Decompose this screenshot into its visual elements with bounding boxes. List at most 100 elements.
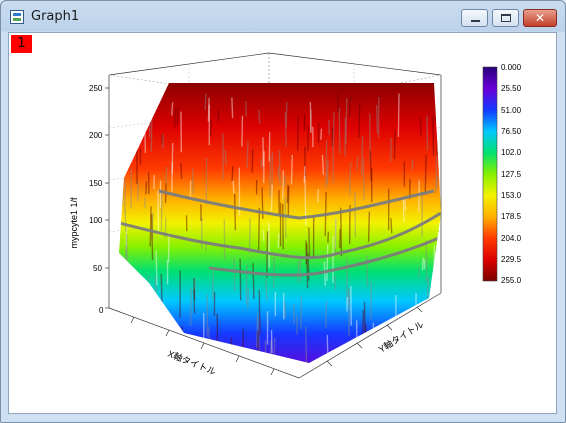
minimize-button[interactable] — [461, 9, 488, 27]
graph-window-icon[interactable] — [10, 10, 24, 24]
surface-texture-line — [356, 156, 359, 171]
surface-texture-line — [372, 322, 375, 337]
surface-plot[interactable] — [109, 73, 449, 384]
colorbar-tick-label: 0.000 — [501, 63, 522, 72]
y-axis-title[interactable]: Y軸タイトル — [376, 318, 425, 354]
surface-texture-line — [204, 93, 207, 110]
surface-texture-line — [257, 208, 261, 253]
surface-texture-line — [246, 141, 249, 168]
surface-texture-line — [149, 206, 152, 247]
surface-texture-line — [231, 166, 234, 182]
x-axis — [130, 316, 275, 376]
surface-texture-line — [251, 149, 254, 173]
surface-texture-line — [191, 168, 195, 194]
z-tick-label: 200 — [89, 131, 103, 140]
surface-texture-line — [325, 300, 328, 329]
surface-texture-line — [339, 228, 341, 249]
surface-texture-line — [432, 311, 435, 329]
colorbar[interactable]: 0.000 25.50 51.00 76.50 102.0 127.5 153.… — [482, 63, 522, 285]
surface-texture-line — [308, 227, 311, 260]
z-tick-label: 0 — [99, 306, 104, 315]
z-axis: 250 200 150 100 50 0 mypcyte1 1/f — [69, 84, 109, 315]
plot-3d[interactable]: 250 200 150 100 50 0 mypcyte1 1/f X軸タイト — [9, 33, 557, 414]
colorbar-tick-label: 102.0 — [501, 148, 522, 157]
surface-texture-line — [442, 294, 443, 319]
surface-texture-line — [360, 136, 364, 175]
surface-texture-line — [435, 316, 438, 336]
surface-texture-line — [278, 150, 281, 186]
surface-texture-line — [239, 258, 242, 301]
surface-texture-line — [411, 159, 414, 171]
z-tick-label: 50 — [93, 264, 102, 273]
surface-texture-line — [397, 93, 400, 137]
surface-texture-line — [436, 175, 439, 188]
surface-texture-line — [246, 288, 250, 309]
surface-texture-line — [273, 337, 276, 363]
surface-texture-line — [290, 154, 294, 185]
surface-texture-line — [334, 275, 337, 291]
surface-texture-line — [282, 170, 285, 200]
surface-texture-line — [309, 101, 312, 134]
z-tick-label: 100 — [89, 216, 103, 225]
close-button[interactable] — [523, 9, 557, 27]
surface-texture-line — [176, 107, 179, 126]
surface-texture-line — [345, 98, 348, 144]
graph-canvas[interactable]: 1 — [8, 32, 557, 414]
surface-texture-line — [326, 244, 329, 282]
surface-texture-line — [189, 288, 192, 326]
surface-texture-line — [150, 108, 153, 152]
surface-texture-line — [122, 341, 125, 353]
surface-texture-line — [390, 218, 393, 234]
surface-texture-line — [270, 184, 273, 212]
surface-texture-line — [306, 243, 309, 289]
surface-texture-line — [124, 210, 127, 233]
surface-texture-line — [424, 154, 427, 195]
surface-texture-line — [326, 334, 329, 363]
surface-texture-line — [316, 189, 320, 203]
surface-texture-line — [375, 104, 379, 134]
surface-texture-line — [321, 154, 325, 175]
surface-texture-line — [212, 342, 215, 354]
z-axis-title[interactable]: mypcyte1 1/f — [69, 197, 79, 249]
surface-texture-line — [349, 162, 352, 196]
surface-texture-line — [320, 128, 323, 140]
surface-texture-line — [258, 290, 261, 335]
colorbar-tick-label: 229.5 — [501, 255, 522, 264]
layer-indicator[interactable]: 1 — [11, 35, 32, 53]
surface-texture-line — [303, 165, 306, 183]
window-title: Graph1 — [31, 9, 80, 24]
surface-texture-line — [193, 289, 196, 314]
surface-texture-line — [132, 313, 135, 329]
surface-texture-line — [121, 170, 125, 206]
surface-texture-line — [334, 218, 337, 254]
surface-texture-line — [224, 149, 227, 166]
surface-texture-line — [367, 211, 371, 243]
title-bar[interactable]: Graph1 — [1, 1, 565, 31]
surface-texture-line — [419, 117, 422, 136]
colorbar-tick-label: 25.50 — [501, 84, 522, 93]
x-axis-title[interactable]: X軸タイトル — [166, 348, 217, 377]
z-tick-label: 150 — [89, 179, 103, 188]
surface-texture-line — [297, 260, 300, 283]
surface-texture-line — [151, 212, 154, 240]
colorbar-tick-label: 204.0 — [501, 234, 522, 243]
surface-texture-line — [209, 119, 212, 137]
surface-texture-line — [369, 150, 372, 182]
surface-texture-line — [211, 269, 215, 301]
colorbar-tick-label: 153.0 — [501, 191, 522, 200]
surface-texture-line — [269, 340, 272, 363]
surface-texture-line — [361, 310, 365, 347]
surface-texture-line — [285, 101, 288, 128]
surface-texture-line — [436, 137, 440, 153]
surface-texture-line — [346, 258, 348, 303]
surface-texture-line — [257, 330, 260, 363]
surface-texture-line — [193, 277, 196, 301]
maximize-button[interactable] — [492, 9, 519, 27]
surface-texture-line — [334, 217, 337, 249]
surface-texture-line — [165, 166, 168, 186]
surface-texture-line — [440, 159, 441, 172]
surface-texture-line — [272, 257, 275, 288]
surface-texture-line — [393, 129, 396, 160]
surface-texture-line — [309, 110, 313, 131]
